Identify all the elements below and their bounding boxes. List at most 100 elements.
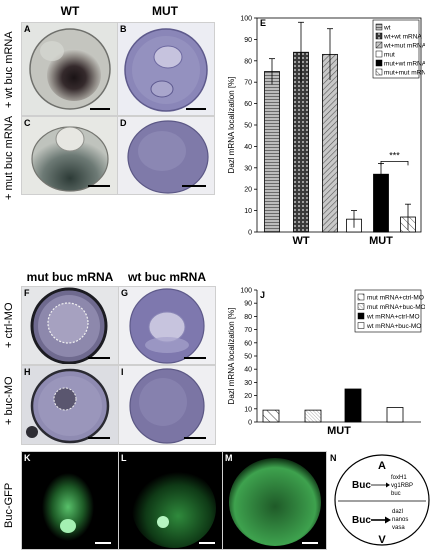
chart-j-ytick-label: 0 (248, 420, 252, 427)
chart-e: 0 10 20 30 40 50 60 70 80 90 100 Dazl mRNA localiza… (227, 16, 425, 248)
panel-letter-k: K (24, 453, 31, 463)
chart-j-legend-label: mut mRNA+buc-MO (367, 304, 425, 311)
scale-bar-g (184, 357, 206, 359)
panel-letter-i: I (121, 367, 124, 377)
panel-c-embryo (31, 126, 109, 192)
panel-c-micrograph (21, 116, 118, 195)
chart-e-group-wt: WT (292, 235, 309, 247)
rowlabel-buc-gfp: Buc-GFP (3, 482, 15, 528)
chart-e-legend-box (372, 19, 420, 79)
chart-j-legend-label: wt mRNA+buc-MO (366, 323, 421, 330)
chart-j-legend-swatch (357, 303, 365, 310)
panel-letter-n: N (330, 453, 337, 463)
rowlabel-buc-mo: + buc-MO (3, 376, 15, 425)
header-wt: WT (60, 4, 80, 18)
panel-f-embryo (30, 287, 108, 364)
panel-g-embryo (129, 288, 205, 364)
chart-j-bar-wt-mrna-buc-mo (386, 407, 404, 423)
panel-g-micrograph (118, 286, 216, 365)
chart-e-ytick-label: 90 (244, 37, 252, 44)
schematic-target-foxh1: foxH1 (391, 475, 407, 481)
chart-e-ytick-label: 100 (240, 16, 252, 23)
chart-e-legend-label: mut+mut mRNA (384, 70, 425, 77)
chart-j-ytick-label: 20 (244, 393, 252, 400)
chart-e-significance-label: *** (389, 150, 400, 160)
schematic-pole-v: V (378, 534, 386, 546)
chart-j-ytick-label: 40 (244, 367, 252, 374)
chart-e-legend-label: mut+wt mRNA (384, 61, 425, 68)
schematic-target-vasa: vasa (392, 525, 405, 531)
panel-m-embryo (229, 458, 321, 546)
schematic-target-nanos: nanos (392, 517, 408, 523)
panel-i-micrograph (118, 365, 216, 445)
header-mut: MUT (152, 4, 178, 18)
panel-k-fluorescence (21, 451, 119, 550)
chart-j-bar-mut-mrna-buc-mo (304, 409, 322, 423)
chart-j-ylabel: Dazl mRNA localization [%] (227, 308, 236, 405)
chart-j-group-mut: MUT (327, 425, 351, 437)
chart-e-ytick-label: 30 (244, 165, 252, 172)
panel-k-embryo (42, 473, 94, 541)
chart-e-ytick-label: 0 (248, 230, 252, 237)
rowlabel-mut-buc-mrna: + mut buc mRNA (3, 115, 15, 200)
scale-bar-h (88, 437, 110, 439)
panel-l-fluorescence (118, 451, 223, 550)
chart-e-legend-swatch (375, 41, 383, 49)
chart-e-legend-label: wt+wt mRNA (383, 34, 422, 41)
chart-j-legend-label: wt mRNA+ctrl-MO (366, 314, 420, 321)
panel-letter-m: M (225, 453, 233, 463)
chart-e-ytick-label: 50 (244, 123, 252, 130)
scale-bar-k (95, 542, 111, 544)
panel-m-fluorescence (222, 451, 327, 550)
chart-e-legend-label: wt (383, 25, 391, 32)
panel-letter-e: E (260, 18, 267, 28)
chart-e-group-mut: MUT (369, 235, 393, 247)
schematic-buc-bottom: Buc (352, 515, 371, 526)
chart-j-legend-swatch (357, 312, 365, 320)
scale-bar-c (88, 185, 110, 187)
chart-j-legend-swatch (357, 322, 365, 329)
chart-e-legend-label: wt+mut mRNA (383, 43, 425, 50)
chart-e-legend-swatch (375, 68, 383, 76)
chart-e-legend-swatch (375, 50, 383, 58)
chart-e-ytick-label: 10 (244, 208, 252, 215)
chart-j-ytick-label: 60 (244, 340, 252, 347)
panel-b-embryo (124, 28, 208, 112)
chart-j: 0 10 20 30 40 50 60 70 80 90 100 Dazl mRNA localiza… (227, 288, 425, 438)
schematic-target-dazl: dazl (392, 509, 403, 515)
panel-letter-f: F (24, 288, 30, 298)
scale-bar-a (90, 108, 110, 110)
chart-j-ytick-label: 80 (244, 314, 252, 321)
scale-bar-b (186, 108, 206, 110)
chart-j-ytick-label: 30 (244, 380, 252, 387)
chart-j-ytick-label: 100 (240, 288, 252, 295)
panel-a-embryo (29, 28, 111, 110)
header-wt-buc-mrna: wt buc mRNA (128, 270, 206, 284)
chart-j-legend-box (354, 289, 422, 333)
chart-j-legend-label: mut mRNA+ctrl-MO (367, 295, 424, 302)
chart-e-legend-label: mut (384, 52, 395, 59)
chart-e-legend-swatch (375, 23, 383, 31)
panel-l-embryo (132, 468, 216, 548)
scale-bar-i (184, 437, 206, 439)
chart-e-bar-wt-mut-mrna (322, 53, 338, 233)
rowlabel-ctrl-mo: + ctrl-MO (3, 302, 15, 348)
chart-j-bar-mut-mrna-ctrl-mo (262, 409, 280, 423)
panel-h-micrograph (21, 365, 119, 445)
chart-e-legend-swatch (375, 32, 383, 40)
chart-e-significance-bracket (380, 160, 409, 166)
chart-j-ytick-label: 10 (244, 406, 252, 413)
scale-bar-d (182, 185, 206, 187)
chart-e-legend-swatch (375, 59, 383, 67)
chart-e-ytick-label: 70 (244, 80, 252, 87)
schematic-target-vg1rbp: vg1RBP (391, 483, 413, 489)
panel-letter-b: B (120, 24, 127, 34)
panel-a-micrograph (21, 22, 118, 116)
scale-bar-l (199, 542, 215, 544)
scale-bar-f (88, 357, 110, 359)
panel-letter-h: H (24, 367, 31, 377)
header-mut-buc-mrna: mut buc mRNA (26, 270, 114, 284)
chart-j-ytick-label: 70 (244, 327, 252, 334)
chart-e-ytick-label: 40 (244, 144, 252, 151)
panel-letter-l: L (121, 453, 127, 463)
